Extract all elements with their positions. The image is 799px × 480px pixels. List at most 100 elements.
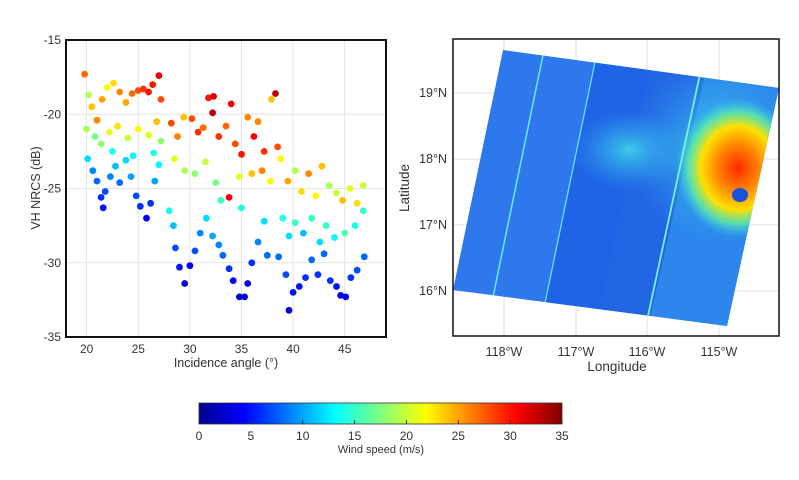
scatter-point [260,148,268,155]
scatter-point [248,259,256,267]
scatter-point [85,91,93,99]
map-x-tick-label: 118°W [486,345,523,359]
scatter-plot-frame [65,39,387,338]
scatter-point [153,118,161,126]
scatter-point [215,133,223,140]
scatter-point [122,99,130,106]
scatter-point [129,152,137,160]
map-y-tick-label: 18°N [419,152,447,166]
scatter-point [308,256,316,264]
scatter-point [359,207,367,215]
scatter-point [155,72,163,79]
map-y-axis-label: Latitude [397,164,412,212]
scatter-point [110,79,117,87]
scatter-y-tick-label: -30 [44,256,62,270]
scatter-point [217,197,225,204]
scatter-point [101,188,109,195]
map-frame [452,38,780,337]
scatter-point [312,192,320,200]
scatter-point [275,253,282,261]
scatter-point [122,156,130,164]
scatter-point [353,199,361,207]
scatter-point [176,263,183,271]
scatter-point [202,158,209,166]
scatter-point [331,234,338,241]
scatter-point [295,283,303,290]
scatter-point [254,238,262,246]
scatter-plot: 20 25 30 35 40 45 -15 -20 -25 -30 -35 Incidence a… [29,33,387,370]
scatter-point [360,253,368,261]
scatter-point [209,232,217,240]
scatter-x-axis-label: Incidence angle (°) [174,356,278,370]
scatter-point [341,229,349,237]
scatter-point [88,103,96,111]
scatter-point [342,293,350,301]
scatter-point [145,131,153,139]
scatter-point [238,150,245,158]
scatter-point [219,251,227,259]
scatter-point [91,133,99,140]
scatter-x-ticks: 20 25 30 35 40 45 [80,342,352,356]
scatter-point [127,173,135,181]
scatter-point [241,293,249,301]
scatter-point [244,280,252,287]
scatter-point [337,292,344,299]
scatter-point [229,277,237,284]
colorbar-tick-label: 10 [296,429,310,443]
scatter-point [174,133,181,140]
scatter-point [196,229,204,237]
sar-wind-field [453,50,779,326]
scatter-point [316,238,324,246]
scatter-point [285,232,293,240]
scatter-point [333,189,340,197]
scatter-point [279,214,287,222]
scatter-point [209,109,217,117]
scatter-point [215,241,223,249]
scatter-point [351,222,359,230]
scatter-point [236,173,243,181]
scatter-point [291,219,299,227]
scatter-point [353,266,361,274]
scatter-point [298,188,305,195]
scatter-y-tick-label: -35 [44,330,62,344]
scatter-point [284,177,292,185]
scatter-point [225,265,233,273]
scatter-point [181,280,189,287]
scatter-point [155,161,163,169]
scatter-point [258,167,266,175]
scatter-point [291,167,299,175]
colorbar-tick-label: 15 [348,429,362,443]
scatter-point [300,229,307,237]
colorbar-label: Wind speed (m/s) [338,444,424,456]
scatter-point [145,88,153,96]
scatter-point [320,250,328,258]
scatter-point [116,88,124,96]
map-y-tick-label: 19°N [419,86,447,100]
scatter-point [199,124,207,131]
scatter-point [225,194,233,201]
scatter-point [231,140,239,148]
scatter-x-tick-label: 20 [80,342,94,356]
map-y-tick-label: 17°N [419,218,447,232]
scatter-point [325,182,333,189]
map-y-ticks: 19°N 18°N 17°N 16°N [419,86,447,298]
colorbar-gradient [198,402,563,425]
scatter-point [272,90,279,97]
scatter-x-tick-label: 30 [183,342,197,356]
scatter-y-tick-label: -20 [44,107,62,121]
scatter-point [167,119,175,127]
scatter-point [134,125,142,133]
scatter-point [289,289,297,296]
scatter-point [285,306,293,314]
scatter-point [103,84,111,91]
scatter-point [222,122,230,130]
scatter-point [93,177,101,185]
scatter-point [165,207,173,215]
scatter-point [98,96,106,103]
scatter-point [359,182,367,189]
scatter-point [81,70,88,78]
scatter-point [84,155,92,163]
map-x-tick-label: 115°W [701,345,738,359]
wind-map: 118°W 117°W 116°W 115°W 19°N 18°N 17°N 1… [397,38,780,374]
